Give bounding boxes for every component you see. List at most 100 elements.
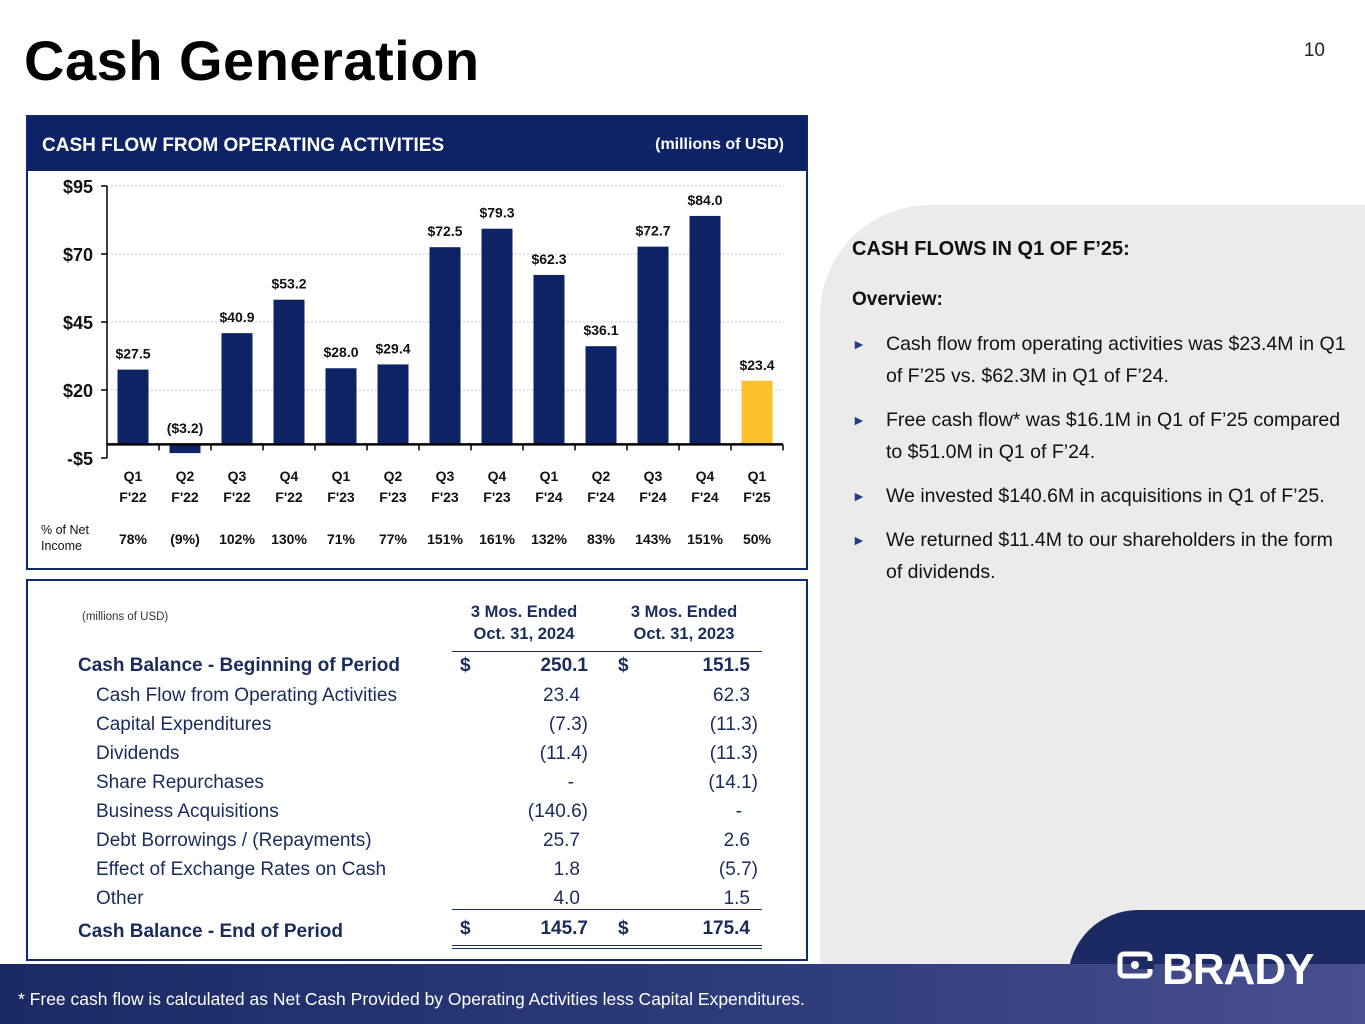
value-2023: (11.3)	[709, 714, 758, 735]
row-label: Business Acquisitions	[96, 801, 279, 822]
bar	[533, 274, 565, 445]
pct-net-income-label: 77%	[379, 531, 408, 547]
bar	[221, 333, 253, 445]
row-label: Share Repurchases	[96, 772, 264, 793]
value-2023: (14.1)	[708, 772, 758, 793]
total-double-rule	[452, 945, 612, 949]
bar-value-label: $53.2	[271, 276, 306, 292]
value-2023: 2.6	[723, 830, 750, 851]
bar	[325, 368, 357, 445]
value-2023: 1.5	[723, 888, 750, 909]
summary-bullet: ► We invested $140.6M in acquisitions in …	[852, 480, 1352, 512]
footnote: * Free cash flow is calculated as Net Ca…	[18, 989, 805, 1009]
row-label: Cash Flow from Operating Activities	[96, 685, 397, 706]
x-tick-label-quarter: Q1	[332, 468, 351, 484]
x-tick-label-year: F'22	[223, 489, 251, 505]
bar-value-label: $29.4	[375, 340, 410, 356]
x-tick-label-year: F'24	[639, 489, 667, 505]
bar	[117, 369, 149, 445]
brady-logo-text: BRADY	[1162, 945, 1314, 992]
x-tick-label-quarter: Q4	[696, 468, 715, 484]
cash-balance-table: (millions of USD) 3 Mos. Ended Oct. 31, …	[26, 579, 808, 961]
row-label: Other	[96, 888, 144, 909]
bar-value-label: $36.1	[583, 322, 618, 338]
summary-bullet: ► Free cash flow* was $16.1M in Q1 of F’2…	[852, 404, 1352, 468]
x-tick-label-quarter: Q3	[644, 468, 663, 484]
x-tick-label-quarter: Q1	[540, 468, 559, 484]
bar	[585, 346, 617, 445]
brady-logo: BRADY	[1117, 945, 1315, 992]
pct-net-income-label: 151%	[687, 531, 723, 547]
total-double-rule	[610, 945, 762, 949]
value-2023: (5.7)	[718, 859, 758, 880]
bar	[481, 228, 513, 445]
y-tick-label: -$5	[67, 449, 93, 469]
chart-title: CASH FLOW FROM OPERATING ACTIVITIES	[42, 135, 445, 156]
pct-net-income-label: 83%	[587, 531, 616, 547]
value-2024: 25.7	[543, 830, 580, 851]
pct-net-income-heading: Income	[41, 539, 82, 553]
column-header-2023: 3 Mos. Ended Oct. 31, 2023	[630, 603, 738, 643]
x-tick-label-year: F'24	[535, 489, 563, 505]
summary-bullet: ► Cash flow from operating activities was…	[852, 328, 1352, 392]
row-label: Dividends	[96, 743, 180, 764]
x-tick-label-quarter: Q3	[436, 468, 455, 484]
bar-value-label: $79.3	[479, 205, 514, 221]
bar	[689, 215, 721, 445]
summary-overview-label: Overview:	[852, 289, 943, 310]
total-rule	[610, 909, 762, 910]
summary-bullet: ► We returned $11.4M to our shareholders …	[852, 524, 1352, 588]
pct-net-income-label: 71%	[327, 531, 356, 547]
bar	[429, 247, 461, 445]
value-2024: 1.8	[553, 859, 580, 880]
brady-logo-icon-dot	[1131, 961, 1139, 969]
bar-value-label: $28.0	[323, 344, 358, 360]
value-2023: -	[735, 801, 742, 822]
bar-value-label: $62.3	[531, 251, 566, 267]
value-2024: 23.4	[543, 685, 580, 706]
x-tick-label-year: F'23	[379, 489, 407, 505]
bar-value-label: $72.5	[427, 223, 462, 239]
x-tick-label-year: F'23	[483, 489, 511, 505]
page-title: Cash Generation	[24, 29, 480, 92]
total-rule	[452, 909, 612, 910]
x-tick-label-quarter: Q2	[176, 468, 195, 484]
cash-flow-chart-panel: CASH FLOW FROM OPERATING ACTIVITIES (mil…	[26, 115, 808, 570]
bar	[377, 364, 409, 445]
bar-value-label: ($3.2)	[167, 420, 204, 436]
triangle-right-icon: ►	[852, 488, 866, 504]
pct-net-income-label: 130%	[271, 531, 307, 547]
bar-value-label: $40.9	[219, 309, 254, 325]
x-tick-label-year: F'22	[275, 489, 303, 505]
value-2024: (7.3)	[548, 714, 588, 735]
page-number: 10	[1303, 40, 1325, 61]
bar	[169, 444, 201, 454]
x-tick-label-quarter: Q4	[488, 468, 507, 484]
x-tick-label-year: F'25	[743, 489, 771, 505]
pct-net-income-label: 161%	[479, 531, 515, 547]
bar-value-label: $72.7	[635, 223, 670, 239]
value-2023: 62.3	[713, 685, 750, 706]
y-tick-label: $45	[63, 313, 93, 333]
value-2024: -	[567, 772, 574, 793]
pct-net-income-label: 78%	[119, 531, 148, 547]
row-label: Effect of Exchange Rates on Cash	[96, 859, 387, 880]
value-2024: (140.6)	[527, 801, 588, 822]
cash-flow-bar-chart: -$5 $20 $45 $70 $95 $27.5 Q1 F'22 78% ($3.2) Q2 F'2…	[41, 177, 784, 553]
x-tick-label-year: F'23	[327, 489, 355, 505]
bar-value-label: $23.4	[739, 357, 774, 373]
pct-net-income-label: 132%	[531, 531, 567, 547]
pct-net-income-label: (9%)	[170, 531, 200, 547]
x-tick-label-quarter: Q3	[228, 468, 247, 484]
bar	[273, 299, 305, 445]
triangle-right-icon: ►	[852, 412, 866, 428]
pct-net-income-label: 143%	[635, 531, 671, 547]
x-tick-label-year: F'24	[587, 489, 615, 505]
value-2024: 4.0	[553, 888, 580, 909]
bar-value-label: $27.5	[115, 346, 150, 362]
brady-logo-icon-notch	[1134, 961, 1154, 969]
table-units: (millions of USD)	[82, 611, 169, 623]
y-tick-label: $20	[63, 381, 93, 401]
column-header-2024: 3 Mos. Ended Oct. 31, 2024	[470, 603, 578, 643]
pct-net-income-label: 151%	[427, 531, 463, 547]
